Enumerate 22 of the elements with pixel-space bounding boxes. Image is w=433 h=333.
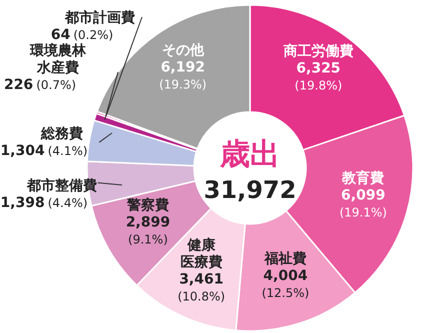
- data-label: 6,099 (19.1%): [339, 188, 387, 220]
- data-label: 4,004 (12.5%): [262, 268, 310, 300]
- slice-label: 商工労働費: [282, 42, 354, 60]
- slice-label: 教育費: [341, 170, 384, 187]
- slice-label: 都市整備費: [26, 177, 97, 194]
- data-label: 1,304 (4.1%): [0, 143, 88, 159]
- slice-label: その他: [162, 42, 205, 59]
- data-label: 2,899 (9.1%): [126, 214, 170, 246]
- slice-label: 環境農林水産費: [29, 42, 87, 76]
- data-label: 6,325 (19.8%): [294, 60, 342, 92]
- text: 歳出: [219, 137, 280, 172]
- slice-label: 警察費: [126, 196, 169, 214]
- data-label: 226 (0.7%): [4, 77, 76, 93]
- data-label: 6,192 (19.3%): [159, 60, 207, 92]
- data-label: 1,398 (4.4%): [0, 195, 88, 211]
- slice-label: 健康医療費: [180, 236, 222, 270]
- data-label: 64 (0.2%): [50, 27, 114, 43]
- slice-label: 都市計画費: [64, 9, 135, 26]
- data-label: 3,461 (10.8%): [178, 271, 226, 304]
- text: 31,972: [204, 176, 296, 204]
- slice-label: 福祉費: [263, 250, 306, 268]
- slice-label: 総務費: [40, 126, 83, 142]
